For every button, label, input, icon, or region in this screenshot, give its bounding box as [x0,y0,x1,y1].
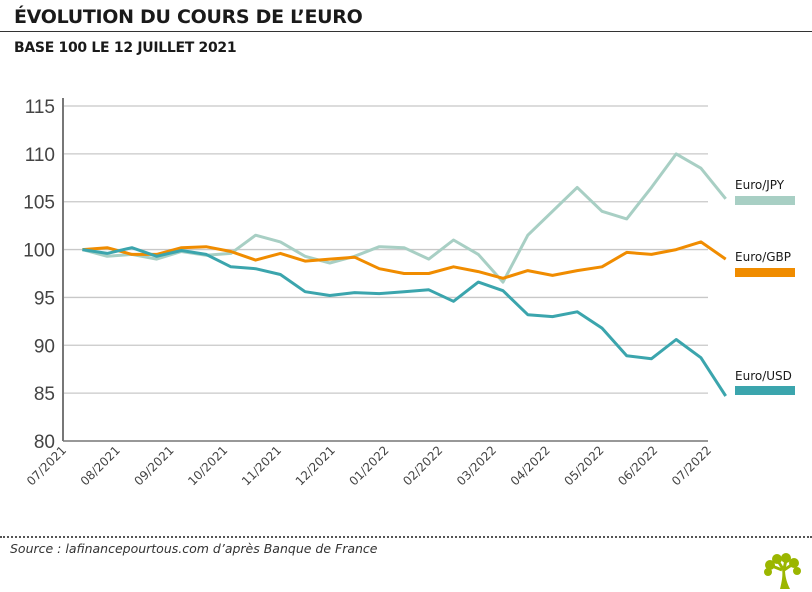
legend-swatch [735,386,795,395]
y-tick-label: 80 [34,432,55,453]
legend-swatch [735,196,795,205]
legend-swatch [735,268,795,277]
source-note: Source : lafinancepourtous.com d’après B… [10,541,378,556]
chart-subtitle: BASE 100 LE 12 JUILLET 2021 [14,40,237,56]
y-tick-label: 110 [25,145,55,166]
x-tick-label: 06/2022 [615,443,660,488]
y-tick-label: 85 [34,384,55,405]
x-tick-label: 01/2022 [346,443,391,488]
y-tick-label: 105 [23,193,55,214]
x-tick-label: 10/2021 [185,443,230,488]
y-tick-label: 95 [34,288,55,309]
x-tick-label: 09/2021 [131,443,176,488]
x-tick-label: 07/2022 [669,443,714,488]
tree-logo-icon [764,553,801,589]
legend-label: Euro/USD [735,369,792,383]
series-line-euro-usd [82,246,727,397]
x-tick-label: 03/2022 [454,443,499,488]
y-tick-label: 100 [23,241,55,262]
x-tick-label: 08/2021 [78,443,123,488]
series-line-euro-jpy [82,152,727,284]
x-tick-label: 04/2022 [508,443,553,488]
x-tick-label: 05/2022 [561,443,606,488]
y-tick-label: 90 [34,336,55,357]
x-tick-label: 11/2021 [239,443,284,488]
footer-divider [0,536,812,538]
legend-label: Euro/GBP [735,250,792,264]
x-tick-label: 02/2022 [400,443,445,488]
chart-title: ÉVOLUTION DU COURS DE L’EURO [14,6,363,28]
title-divider [0,31,812,32]
legend-label: Euro/JPY [735,178,785,192]
x-tick-label: 12/2021 [293,443,338,488]
y-tick-label: 115 [25,97,55,118]
